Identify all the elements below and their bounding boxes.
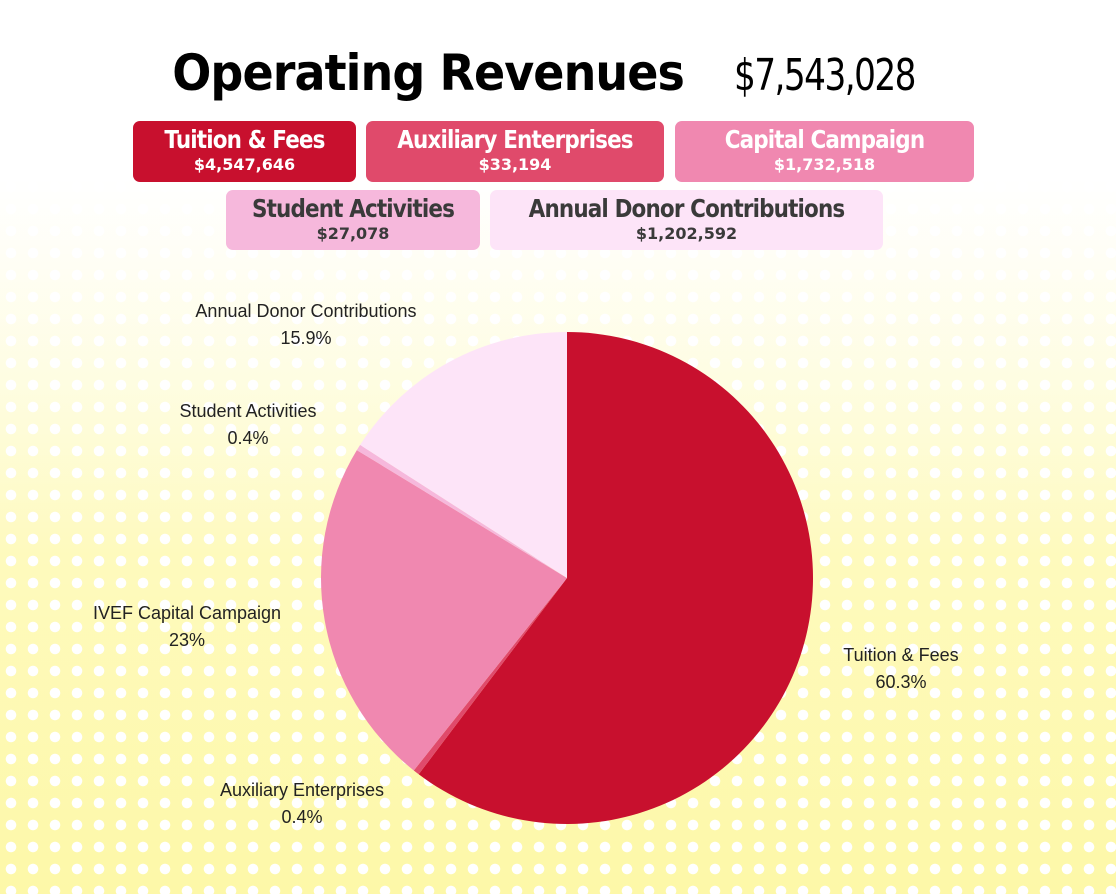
summary-box-value: $1,732,518: [773, 155, 876, 174]
pie-slice-student-activities: [356, 444, 567, 578]
page-title: Operating Revenues: [172, 44, 685, 102]
summary-box-value: $1,202,592: [635, 224, 738, 243]
pie-slice-ivef-capital-campaign: [321, 450, 567, 771]
summary-box-value: $33,194: [478, 155, 552, 174]
summary-box-annual-donor: Annual Donor Contributions $1,202,592: [490, 190, 883, 250]
summary-box-label: Student Activities: [251, 194, 455, 223]
pie-label-annual-donor: Annual Donor Contributions 15.9%: [156, 298, 456, 352]
pie-label-percent: 0.4%: [227, 428, 269, 448]
pie-label-text: Student Activities: [179, 401, 317, 421]
summary-box-label: Annual Donor Contributions: [528, 194, 846, 223]
pie-slice-tuition-fees: [418, 332, 813, 824]
summary-box-label: Auxiliary Enterprises: [397, 125, 633, 154]
summary-box-label: Tuition & Fees: [164, 125, 325, 154]
summary-box-auxiliary: Auxiliary Enterprises $33,194: [366, 121, 664, 182]
summary-box-value: $27,078: [316, 224, 390, 243]
summary-box-student-activities: Student Activities $27,078: [226, 190, 480, 250]
pie-label-text: Annual Donor Contributions: [195, 301, 417, 321]
pie-label-text: Auxiliary Enterprises: [219, 780, 385, 800]
pie-label-tuition: Tuition & Fees 60.3%: [751, 642, 1051, 696]
summary-box-label: Capital Campaign: [724, 125, 925, 154]
summary-box-value: $4,547,646: [193, 155, 296, 174]
pie-slice-annual-donor-contributions: [360, 332, 567, 578]
summary-box-tuition: Tuition & Fees $4,547,646: [133, 121, 356, 182]
pie-label-percent: 0.4%: [281, 807, 323, 827]
header: Operating Revenues $7,543,028: [0, 44, 1116, 110]
pie-label-percent: 15.9%: [280, 328, 332, 348]
pie-label-text: IVEF Capital Campaign: [92, 603, 282, 623]
pie-label-percent: 60.3%: [875, 672, 927, 692]
summary-box-capital-campaign: Capital Campaign $1,732,518: [675, 121, 974, 182]
total-revenue: $7,543,028: [734, 50, 916, 101]
pie-label-percent: 23%: [168, 630, 206, 650]
pie-slice-auxiliary-enterprises: [413, 578, 567, 775]
pie-label-text: Tuition & Fees: [843, 645, 959, 665]
pie-label-auxiliary: Auxiliary Enterprises 0.4%: [152, 777, 452, 831]
pie-label-capital-campaign: IVEF Capital Campaign 23%: [37, 600, 337, 654]
pie-label-student-activities: Student Activities 0.4%: [98, 398, 398, 452]
